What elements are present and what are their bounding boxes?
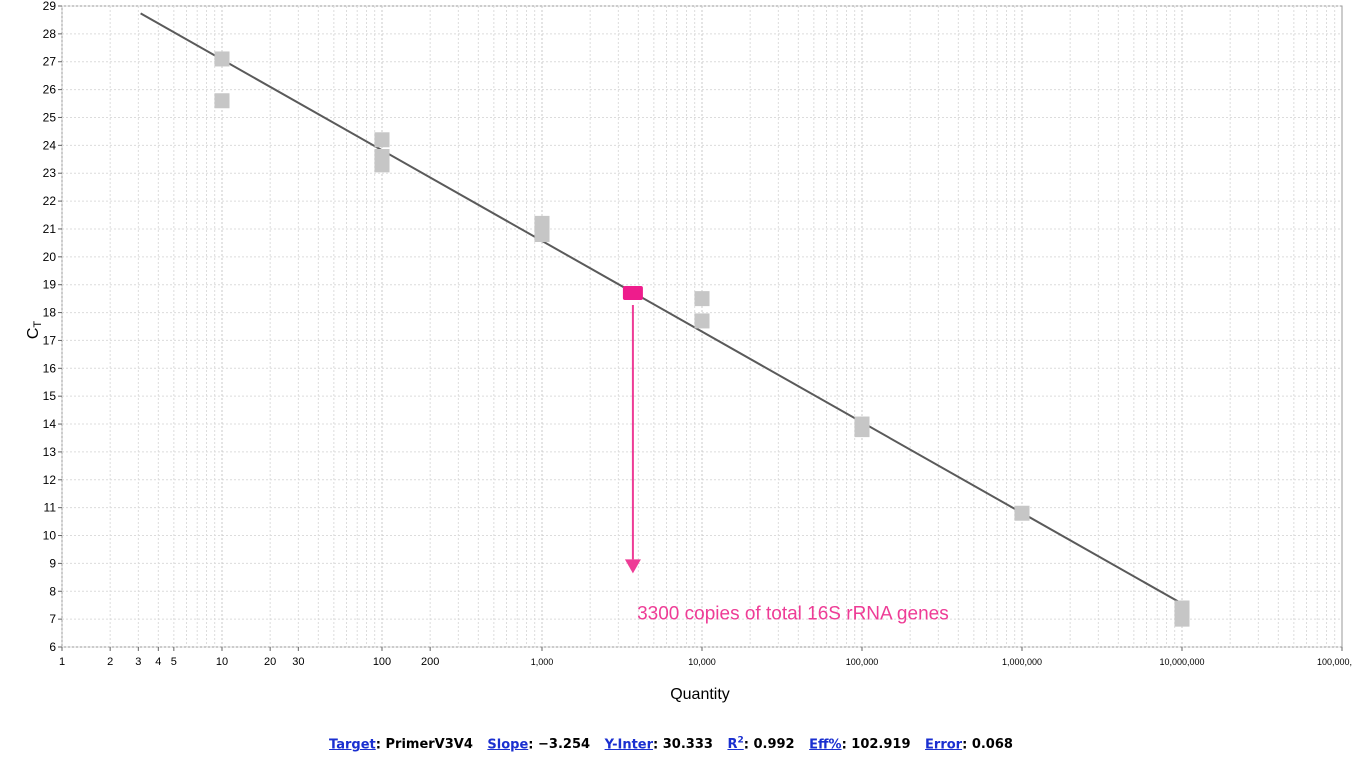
r2-superscript: 2 (737, 736, 744, 746)
y-axis-title: CT (25, 321, 44, 340)
eff-link[interactable]: Eff% (809, 737, 842, 753)
y-tick-label: 8 (49, 584, 56, 598)
r2-value: 0.992 (753, 737, 795, 753)
x-tick-label: 100 (373, 656, 391, 668)
grid-minor (62, 5, 1342, 648)
r2-link[interactable]: R2 (727, 736, 744, 753)
y-tick-label: 9 (49, 556, 56, 570)
standard-curve-chart: 6789101112131415161718192021222324252627… (25, 0, 1352, 703)
standard-point (214, 93, 230, 109)
standard-point (694, 313, 710, 329)
eff-value: 102.919 (851, 737, 911, 753)
regression-line (140, 12, 1183, 605)
y-tick-label: 13 (43, 445, 57, 459)
y-tick-label: 27 (43, 55, 57, 69)
y-tick-label: 12 (43, 473, 57, 487)
standard-point (854, 422, 870, 438)
y-tick-label: 29 (43, 0, 57, 13)
y-tick-label: 6 (49, 640, 56, 654)
x-axis-ticks: 1 2 3 4 5 10 20 30 100 200 1,000 10,000 100,000 1,000… (59, 647, 1352, 668)
y-tick-label: 21 (43, 222, 57, 236)
y-tick-label: 10 (43, 529, 57, 543)
x-tick-label: 100,000 (846, 657, 879, 667)
y-tick-label: 28 (43, 27, 57, 41)
r2-label: R (727, 737, 738, 753)
error-link[interactable]: Error (925, 737, 963, 753)
standard-point (534, 227, 550, 243)
x-tick-label: 1 (59, 656, 65, 668)
x-tick-label: 10,000,000 (1159, 657, 1204, 667)
x-axis-title: Quantity (670, 686, 730, 703)
y-axis-title-sub: T (32, 321, 44, 328)
slope-value: −3.254 (538, 737, 591, 753)
y-tick-label: 19 (43, 278, 57, 292)
standard-point (374, 132, 390, 148)
y-axis-title-main: C (25, 328, 42, 340)
slope-link[interactable]: Slope (487, 737, 529, 753)
standard-point (1174, 611, 1190, 627)
stats-bar: Target: PrimerV3V4 Slope: −3.254 Y-Inter… (329, 736, 1013, 753)
x-tick-label: 20 (264, 656, 276, 668)
standard-point (214, 51, 230, 67)
x-tick-label: 4 (155, 656, 161, 668)
y-tick-label: 26 (43, 83, 57, 97)
y-tick-label: 14 (43, 417, 57, 431)
y-tick-label: 11 (44, 501, 57, 515)
y-axis-ticks: 6 7 8 9 10 11 12 13 14 15 16 17 18 19 20 21 22 23 24 25 26 27… (43, 0, 62, 654)
unknown-points (622, 286, 643, 301)
standard-point (694, 291, 710, 307)
y-inter-value: 30.333 (662, 737, 713, 753)
x-tick-label: 10,000 (688, 657, 716, 667)
x-tick-label: 5 (171, 656, 177, 668)
x-tick-label: 100,000,000 (1317, 657, 1352, 667)
y-tick-label: 15 (43, 389, 57, 403)
standard-point (374, 157, 390, 173)
x-tick-label: 1,000 (531, 657, 554, 667)
y-tick-label: 24 (43, 138, 57, 152)
annotation-arrow-head (624, 559, 641, 574)
annotation-text: 3300 copies of total 16S rRNA genes (637, 603, 949, 624)
x-tick-label: 3 (135, 656, 141, 668)
x-tick-label: 10 (216, 656, 228, 668)
y-tick-label: 17 (43, 333, 57, 347)
x-tick-label: 2 (107, 656, 113, 668)
y-tick-label: 16 (43, 361, 57, 375)
y-tick-label: 20 (43, 250, 57, 264)
target-value: PrimerV3V4 (385, 737, 473, 753)
y-tick-label: 22 (43, 194, 57, 208)
y-tick-label: 23 (43, 166, 57, 180)
x-tick-label: 30 (292, 656, 304, 668)
standard-points (214, 51, 1190, 627)
standard-point (1014, 505, 1030, 521)
y-tick-label: 7 (49, 612, 56, 626)
error-value: 0.068 (971, 737, 1013, 753)
y-tick-label: 25 (43, 110, 57, 124)
x-tick-label: 200 (421, 656, 439, 668)
target-link[interactable]: Target (329, 737, 376, 753)
unknown-point (622, 286, 643, 301)
y-tick-label: 18 (43, 306, 57, 320)
x-tick-label: 1,000,000 (1002, 657, 1042, 667)
y-inter-link[interactable]: Y-Inter (604, 737, 654, 753)
